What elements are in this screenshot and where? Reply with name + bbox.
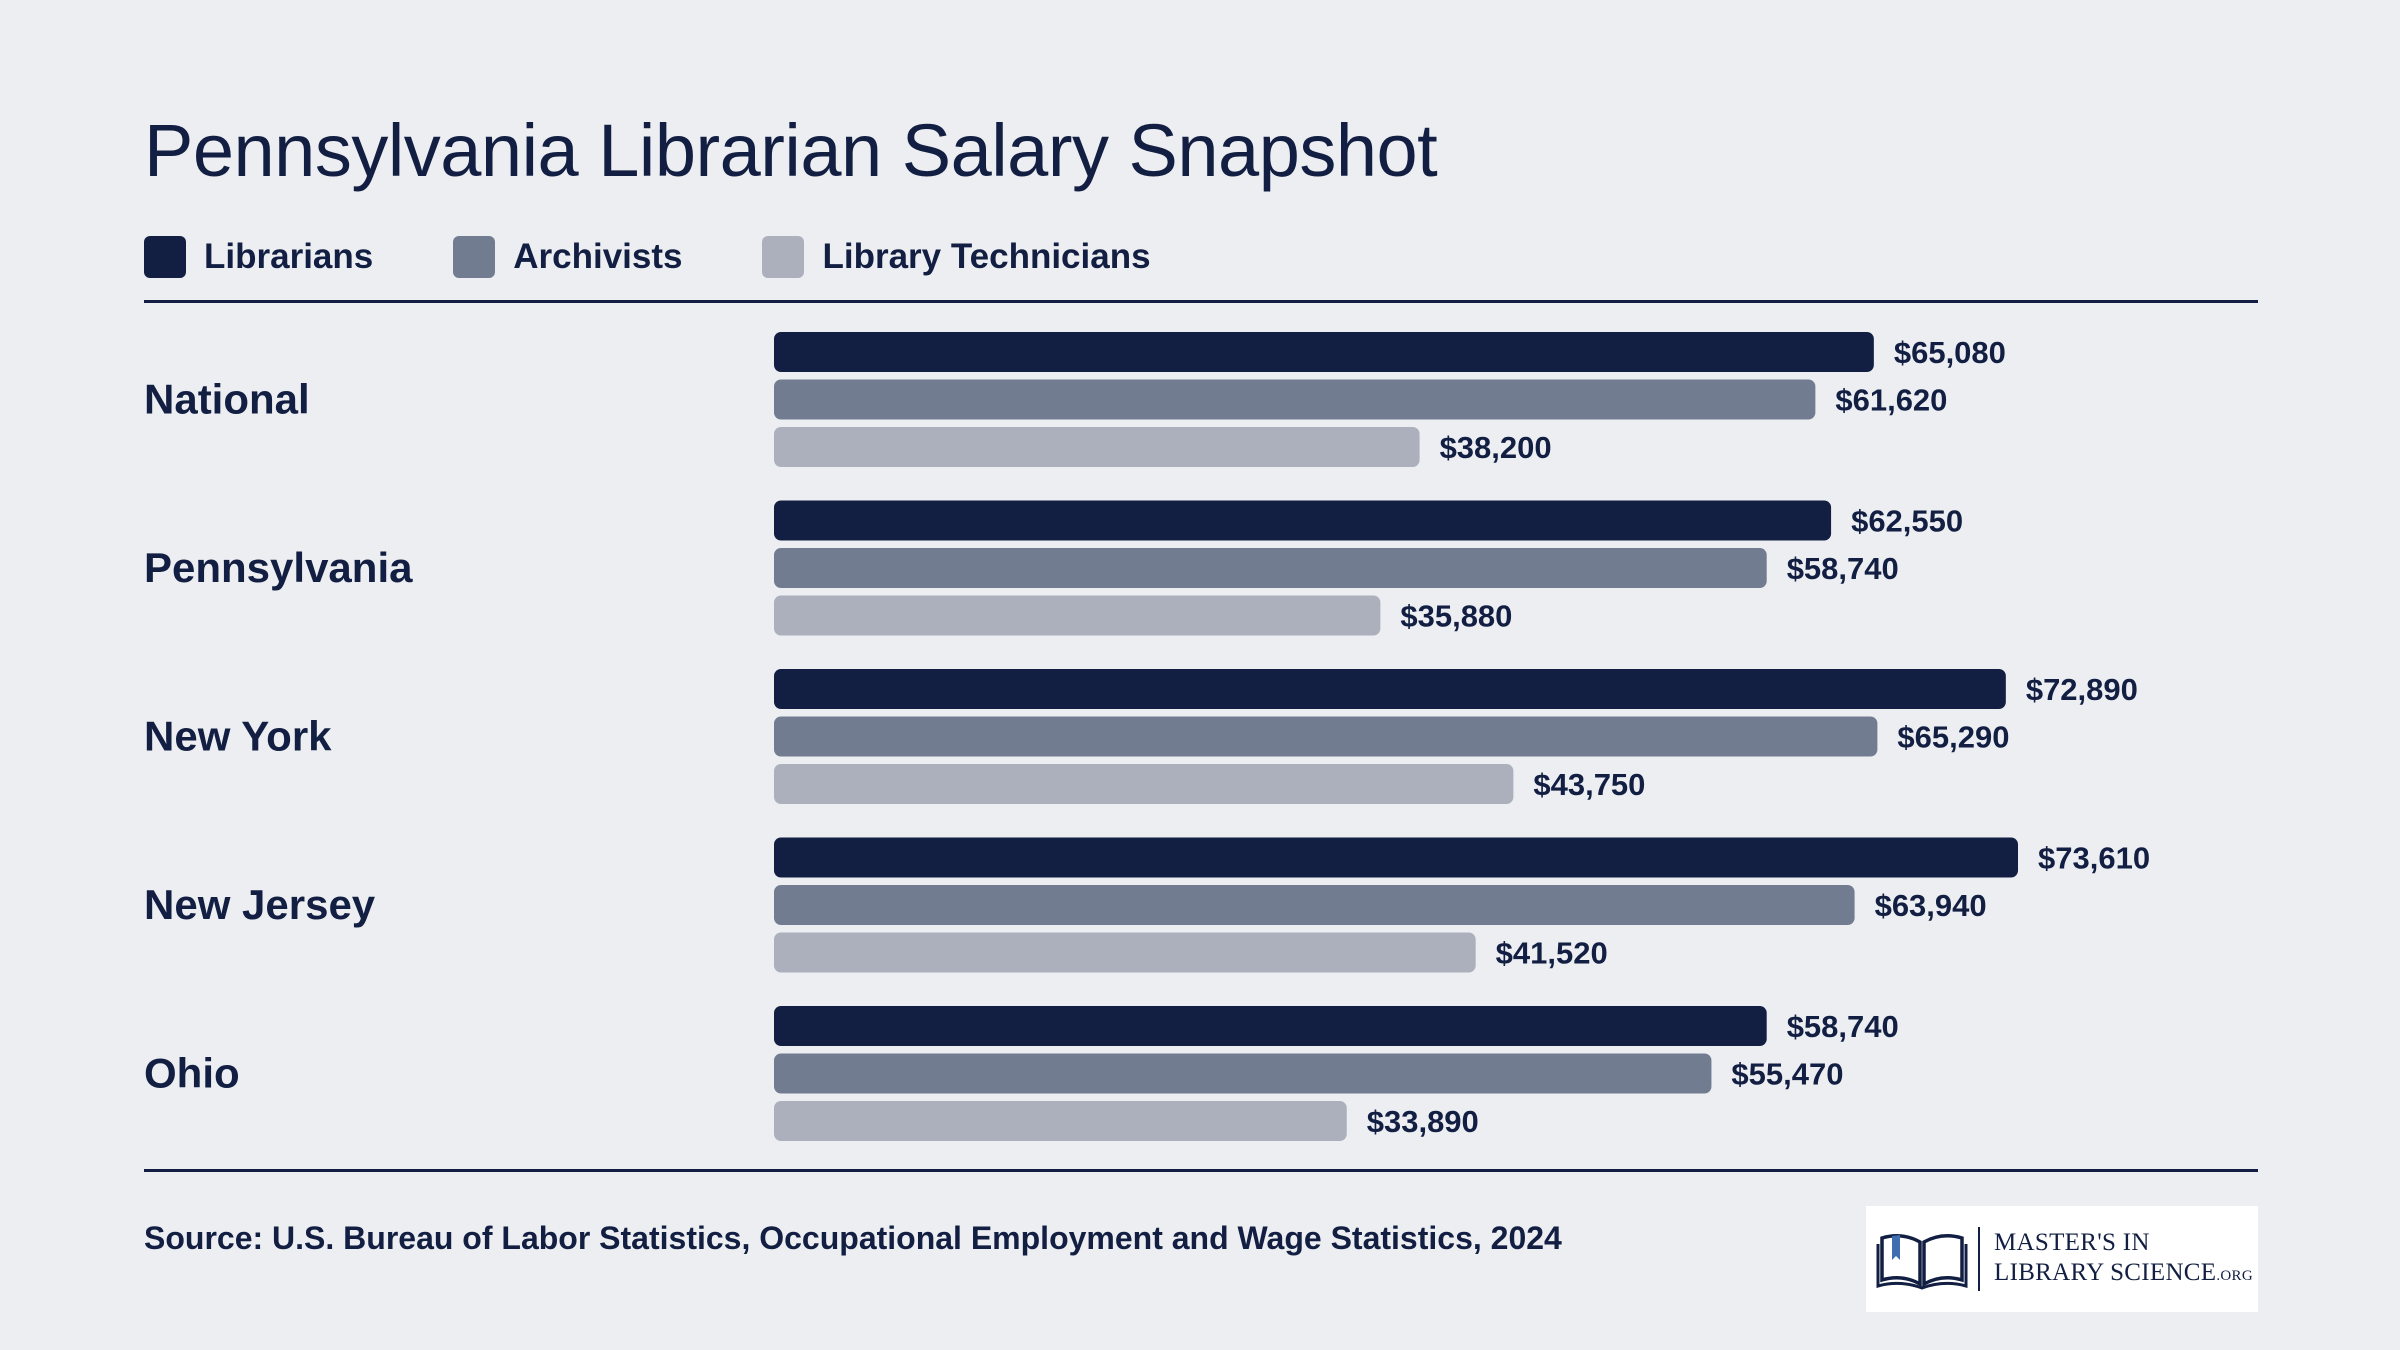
legend-swatch-librarians	[144, 236, 186, 278]
logo-wordmark: MASTER'S IN LIBRARY SCIENCE.ORG	[1994, 1228, 2253, 1291]
chart-title: Pennsylvania Librarian Salary Snapshot	[144, 109, 1438, 192]
value-label-new-jersey-archivists: $63,940	[1875, 888, 1987, 923]
bar-new-jersey-librarians	[774, 837, 2018, 878]
bar-ohio-archivists	[774, 1053, 1712, 1094]
value-label-pennsylvania-library-technicians: $35,880	[1400, 599, 1512, 634]
bar-new-york-librarians	[774, 669, 2006, 709]
bar-new-york-archivists	[774, 716, 1878, 757]
legend-item-library-technicians: Library Technicians	[762, 236, 1151, 278]
value-label-new-jersey-library-technicians: $41,520	[1496, 936, 1608, 971]
site-logo: MASTER'S IN LIBRARY SCIENCE.ORG	[1866, 1206, 2258, 1312]
bar-pennsylvania-library-technicians	[774, 595, 1381, 636]
category-label-ohio: Ohio	[144, 1050, 240, 1097]
bar-ohio-librarians	[774, 1006, 1767, 1046]
bar-national-library-technicians	[774, 427, 1420, 467]
legend-label-library-technicians: Library Technicians	[822, 237, 1151, 276]
legend-swatch-library-technicians	[762, 236, 805, 278]
value-label-new-jersey-librarians: $73,610	[2038, 841, 2150, 876]
value-label-national-library-technicians: $38,200	[1440, 430, 1552, 465]
source-note: Source: U.S. Bureau of Labor Statistics,…	[144, 1220, 1562, 1256]
value-label-pennsylvania-archivists: $58,740	[1787, 551, 1899, 586]
bar-new-jersey-library-technicians	[774, 932, 1476, 973]
legend-swatch-archivists	[453, 236, 496, 278]
value-label-ohio-archivists: $55,470	[1731, 1057, 1843, 1092]
logo-suffix: .ORG	[2216, 1267, 2253, 1284]
value-label-new-york-library-technicians: $43,750	[1533, 767, 1645, 802]
legend-label-archivists: Archivists	[513, 237, 683, 276]
value-label-new-york-librarians: $72,890	[2026, 672, 2138, 707]
value-label-pennsylvania-librarians: $62,550	[1851, 504, 1963, 539]
category-label-new-jersey: New Jersey	[144, 881, 376, 928]
category-label-new-york: New York	[144, 713, 332, 760]
value-label-new-york-archivists: $65,290	[1897, 720, 2009, 755]
bar-new-jersey-archivists	[774, 885, 1855, 925]
bar-national-librarians	[774, 332, 1874, 372]
category-label-pennsylvania: Pennsylvania	[144, 544, 413, 591]
legend-label-librarians: Librarians	[204, 237, 374, 276]
value-label-national-archivists: $61,620	[1835, 383, 1947, 418]
bottom-rule	[144, 1169, 2258, 1172]
bar-national-archivists	[774, 379, 1816, 420]
bar-pennsylvania-librarians	[774, 500, 1832, 541]
bar-new-york-library-technicians	[774, 764, 1514, 804]
bar-pennsylvania-archivists	[774, 548, 1767, 588]
value-label-ohio-library-technicians: $33,890	[1367, 1104, 1479, 1139]
legend: Librarians Archivists Library Technician…	[144, 236, 1231, 278]
top-rule	[144, 300, 2258, 303]
logo-line-2-text: LIBRARY SCIENCE	[1994, 1258, 2217, 1286]
legend-item-librarians: Librarians	[144, 236, 373, 278]
open-book-icon	[1876, 1234, 1968, 1290]
logo-line-1: MASTER'S IN	[1994, 1228, 2150, 1256]
bar-ohio-library-technicians	[774, 1101, 1347, 1141]
legend-item-archivists: Archivists	[453, 236, 682, 278]
value-label-ohio-librarians: $58,740	[1787, 1009, 1899, 1044]
value-label-national-librarians: $65,080	[1894, 335, 2006, 370]
logo-line-2: LIBRARY SCIENCE.ORG	[1994, 1258, 2253, 1291]
category-label-national: National	[144, 376, 310, 423]
logo-divider	[1978, 1227, 1980, 1291]
